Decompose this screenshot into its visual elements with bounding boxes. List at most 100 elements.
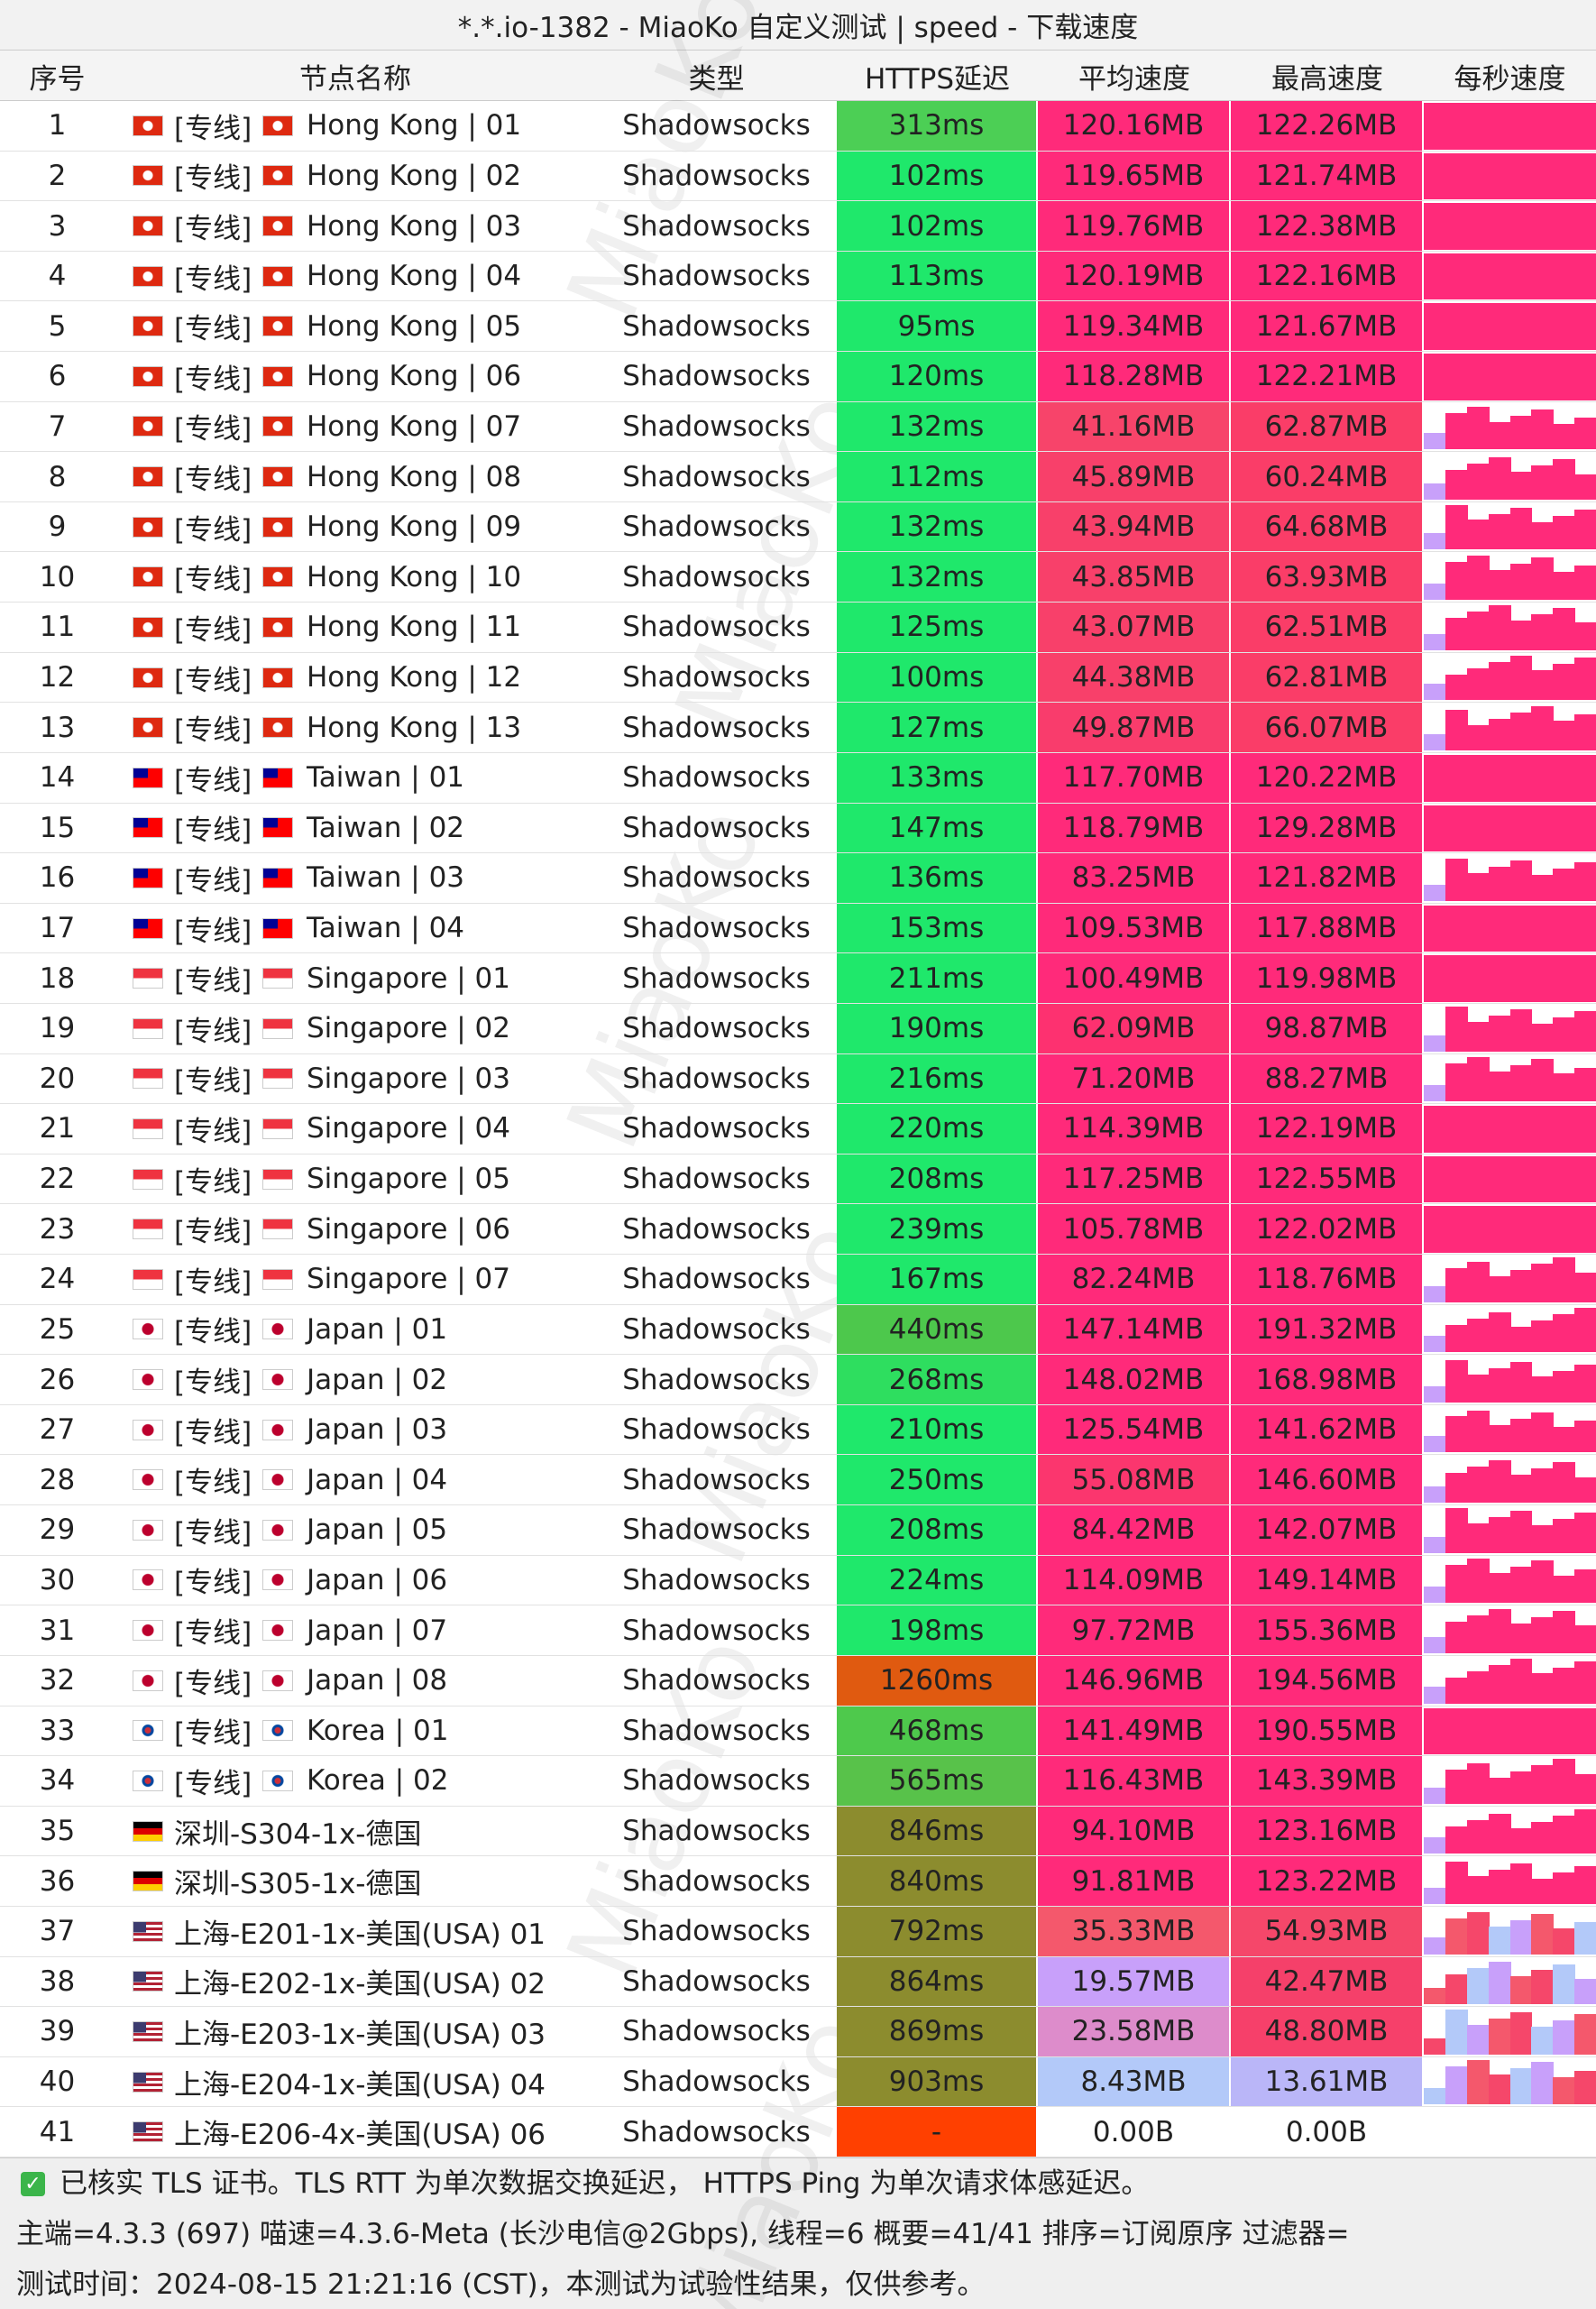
node-name: Japan | 05: [307, 1513, 448, 1547]
type-cell: Shadowsocks: [622, 611, 811, 644]
flag-icon: [133, 1017, 163, 1039]
flag-icon: [133, 1219, 163, 1240]
sparkline-bar: [1466, 612, 1490, 650]
node-name: 上海-E201-1x-美国(USA) 01: [174, 1918, 546, 1951]
latency-cell: 224ms: [837, 1555, 1038, 1605]
latency-cell: 127ms: [837, 703, 1038, 752]
sparkline-bar: [1424, 905, 1596, 952]
max-speed-cell: 155.36MB: [1231, 1605, 1424, 1655]
index-cell: 30: [39, 1563, 76, 1596]
avg-speed-cell: 23.58MB: [1038, 2007, 1231, 2056]
flag-icon: [262, 616, 293, 638]
node-name: Hong Kong | 07: [307, 409, 522, 443]
speed-sparkline: [1424, 1907, 1596, 1956]
flag-icon: [262, 968, 293, 989]
max-speed-cell: 141.62MB: [1231, 1404, 1424, 1455]
index-cell: 41: [39, 2115, 76, 2148]
sparkline-bar: [1488, 1665, 1511, 1704]
sparkline-bar: [1466, 724, 1490, 750]
type-cell: Shadowsocks: [622, 1864, 811, 1898]
flag-icon: [262, 1670, 293, 1691]
index-cell: 8: [48, 460, 67, 493]
sparkline-bar: [1424, 684, 1446, 701]
sparkline-bar: [1445, 1974, 1468, 2005]
sparkline-bar: [1424, 483, 1446, 500]
type-cell: Shadowsocks: [622, 912, 811, 945]
sparkline-bar: [1445, 1324, 1468, 1353]
sparkline-bar: [1466, 1876, 1490, 1904]
sparkline-bar: [1553, 2020, 1576, 2055]
sparkline-bar: [1424, 633, 1446, 650]
node-name: Taiwan | 04: [307, 912, 465, 945]
sparkline-bar: [1531, 1878, 1555, 1904]
sparkline-bar: [1445, 469, 1468, 500]
sparkline-bar: [1488, 2018, 1511, 2055]
avg-speed-cell: 114.39MB: [1038, 1104, 1231, 1154]
sparkline-bar: [1574, 2014, 1596, 2055]
avg-speed-cell: 114.09MB: [1038, 1555, 1231, 1605]
latency-cell: 840ms: [837, 1856, 1038, 1906]
speed-sparkline: [1424, 101, 1596, 151]
type-cell: Shadowsocks: [622, 1915, 811, 1948]
latency-cell: 132ms: [837, 401, 1038, 452]
sparkline-bar: [1553, 1667, 1576, 1704]
node-tag: [专线]: [174, 714, 252, 748]
sparkline-bar: [1424, 1486, 1446, 1504]
avg-speed-cell: 120.19MB: [1038, 251, 1231, 301]
table-row: 41 上海-E206-4x-美国(USA) 06 Shadowsocks -0.00B…: [0, 2107, 1596, 2157]
sparkline-bar: [1466, 667, 1490, 701]
sparkline-bar: [1424, 303, 1596, 351]
sparkline-bar: [1509, 1362, 1533, 1403]
sparkline-bar: [1553, 607, 1576, 650]
node-name: Hong Kong | 09: [307, 511, 522, 544]
node-tag: [专线]: [174, 1165, 252, 1199]
speed-sparkline: [1424, 1756, 1596, 1806]
table-row: 25 [专线] Japan | 01 Shadowsocks 440ms 147.14MB…: [0, 1304, 1596, 1356]
flag-icon: [133, 316, 163, 337]
sparkline-bar: [1509, 1008, 1533, 1052]
table-row: 18 [专线] Singapore | 01 Shadowsocks 211ms 100.…: [0, 953, 1596, 1004]
sparkline-bar: [1574, 1773, 1596, 1804]
avg-speed-cell: 147.14MB: [1038, 1304, 1231, 1355]
speed-sparkline: [1424, 402, 1596, 452]
sparkline-bar: [1531, 1023, 1555, 1052]
max-speed-cell: 122.16MB: [1231, 251, 1424, 301]
sparkline-bar: [1553, 459, 1576, 500]
sparkline-bar: [1488, 867, 1511, 901]
node-tag: [专线]: [174, 464, 252, 497]
sparkline-bar: [1531, 1913, 1555, 1955]
avg-speed-cell: 71.20MB: [1038, 1053, 1231, 1104]
node-name: Hong Kong | 11: [307, 611, 522, 644]
sparkline-bar: [1424, 1155, 1596, 1203]
index-cell: 10: [39, 560, 76, 593]
max-speed-cell: 168.98MB: [1231, 1355, 1424, 1404]
node-tag: [专线]: [174, 112, 252, 145]
node-tag: [专线]: [174, 1617, 252, 1651]
avg-speed-cell: 43.07MB: [1038, 603, 1231, 652]
sparkline-bar: [1488, 513, 1511, 550]
flag-icon: [262, 1519, 293, 1541]
index-cell: 9: [48, 511, 67, 544]
node-tag: [专线]: [174, 664, 252, 697]
sparkline-bar: [1531, 465, 1555, 500]
max-speed-cell: 118.76MB: [1231, 1255, 1424, 1304]
sparkline-bar: [1424, 2088, 1446, 2105]
flag-icon: [133, 265, 163, 287]
avg-speed-cell: 117.70MB: [1038, 752, 1231, 803]
sparkline-bar: [1466, 1559, 1490, 1604]
sparkline-bar: [1466, 1671, 1490, 1704]
latency-cell: 208ms: [837, 1154, 1038, 1204]
type-cell: Shadowsocks: [622, 209, 811, 243]
node-tag: [专线]: [174, 1467, 252, 1500]
sparkline-bar: [1488, 456, 1511, 500]
max-speed-cell: 129.28MB: [1231, 803, 1424, 853]
sparkline-bar: [1531, 875, 1555, 901]
avg-speed-cell: 125.54MB: [1038, 1404, 1231, 1455]
latency-cell: 102ms: [837, 151, 1038, 201]
sparkline-bar: [1466, 1968, 1490, 2005]
table-row: 36 深圳-S305-1x-德国 Shadowsocks 840ms 91.81MB 12…: [0, 1856, 1596, 1907]
latency-cell: 220ms: [837, 1104, 1038, 1154]
node-name: Taiwan | 03: [307, 861, 465, 895]
index-cell: 6: [48, 360, 67, 393]
sparkline-bar: [1488, 1813, 1511, 1854]
